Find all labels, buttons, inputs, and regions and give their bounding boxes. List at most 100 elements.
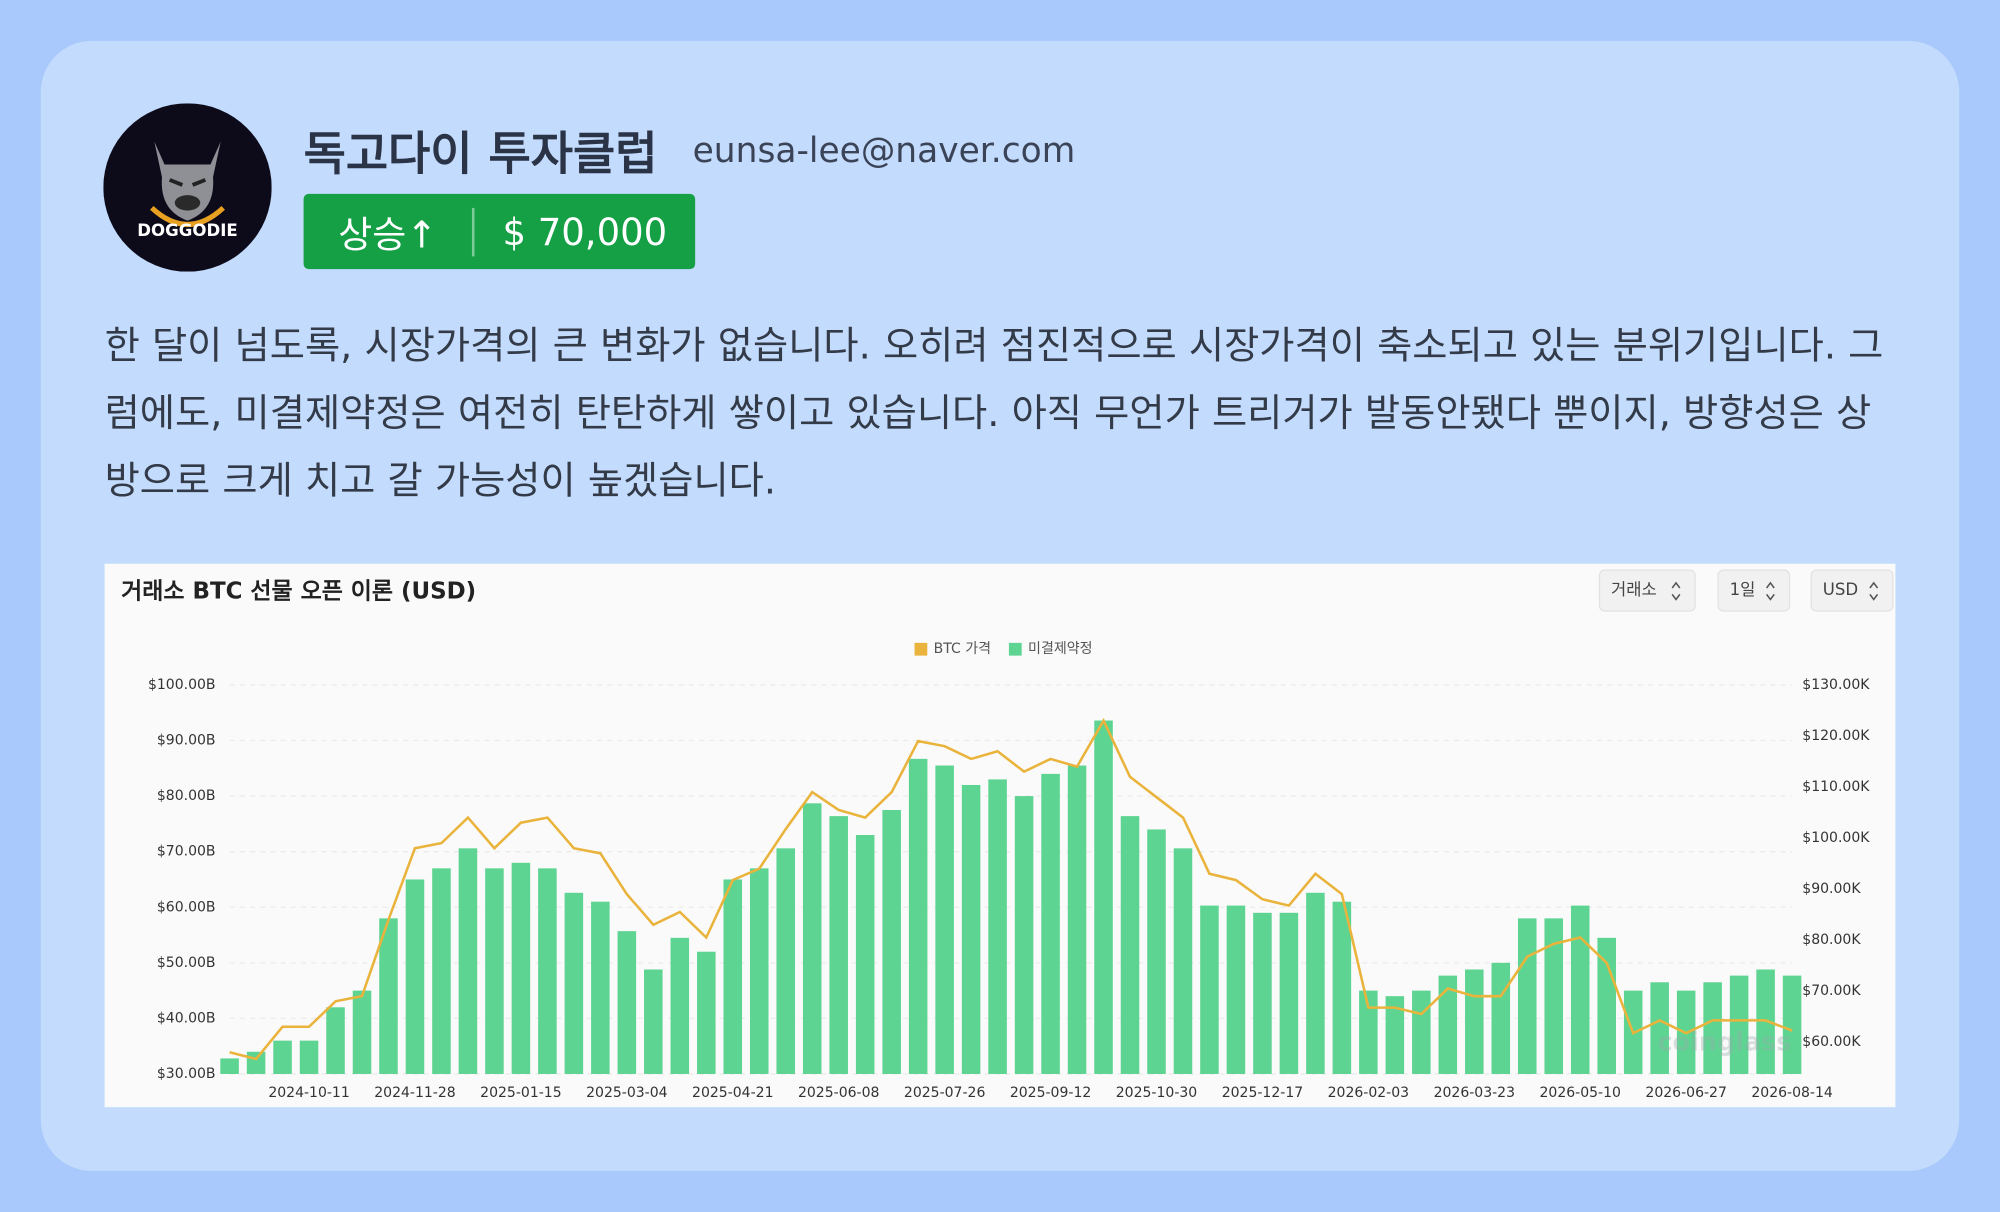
bar xyxy=(882,809,901,1074)
bar xyxy=(220,1058,239,1074)
y-tick-label: $50.00B xyxy=(157,955,216,971)
bar xyxy=(776,848,796,1074)
legend-swatch xyxy=(1008,642,1022,656)
bar xyxy=(1279,912,1299,1074)
bar xyxy=(1359,990,1378,1074)
x-tick-label: 2026-08-14 xyxy=(1751,1085,1833,1101)
x-tick-label: 2025-07-26 xyxy=(904,1085,986,1101)
y-tick-label: $30.00B xyxy=(157,1066,216,1082)
price-label: $ 70,000 xyxy=(502,209,668,254)
x-tick-label: 2026-05-10 xyxy=(1540,1085,1621,1101)
bar xyxy=(1703,982,1722,1074)
bar xyxy=(1438,975,1458,1074)
bar xyxy=(405,879,425,1074)
y-tick-label: $40.00B xyxy=(157,1010,216,1026)
bar xyxy=(326,1007,345,1074)
bar xyxy=(511,862,531,1074)
x-tick-label: 2024-10-11 xyxy=(268,1085,349,1101)
dropdown-label: USD xyxy=(1823,580,1858,599)
bar xyxy=(1782,975,1802,1074)
bar xyxy=(1147,829,1166,1074)
y2-tick-label: $100.00K xyxy=(1802,830,1870,846)
y-tick-label: $80.00B xyxy=(157,788,216,804)
bar xyxy=(723,879,743,1074)
bar xyxy=(564,892,584,1074)
bar xyxy=(432,868,451,1074)
legend-label: 미결제약정 xyxy=(1028,641,1092,657)
post-text: 한 달이 넘도록, 시장가격의 큰 변화가 없습니다. 오히려 점진적으로 시장… xyxy=(104,323,1884,504)
bar xyxy=(1253,912,1272,1074)
y2-tick-label: $60.00K xyxy=(1802,1034,1861,1050)
x-tick-label: 2025-06-08 xyxy=(798,1085,879,1101)
y2-tick-label: $90.00K xyxy=(1802,881,1861,897)
legend-swatch xyxy=(914,642,928,656)
bar xyxy=(1650,982,1669,1074)
bar xyxy=(379,918,398,1074)
bar xyxy=(1226,905,1246,1074)
bar xyxy=(670,937,690,1074)
dropdown[interactable] xyxy=(1598,569,1696,612)
y-tick-label: $70.00B xyxy=(157,844,216,860)
line xyxy=(229,717,1793,1061)
email: eunsa-lee@naver.com xyxy=(692,131,1076,171)
y2-tick-label: $120.00K xyxy=(1802,728,1870,744)
bar xyxy=(1120,816,1140,1074)
bar xyxy=(908,758,928,1074)
x-tick-label: 2025-10-30 xyxy=(1116,1085,1197,1101)
bar xyxy=(935,765,954,1074)
bar xyxy=(1544,918,1564,1074)
dropdown-label: 거래소 xyxy=(1611,580,1657,599)
x-tick-label: 2026-03-23 xyxy=(1434,1085,1515,1101)
bar xyxy=(697,951,716,1074)
legend-label: BTC 가격 xyxy=(934,641,991,657)
trend-label: 상승↑ xyxy=(338,212,438,256)
dropdown-chevron xyxy=(1765,581,1775,601)
avatar: DOGGODIE xyxy=(103,103,272,272)
x-tick-label: 2025-12-17 xyxy=(1222,1085,1303,1101)
bar xyxy=(1517,918,1537,1074)
x-tick-label: 2025-04-21 xyxy=(692,1085,773,1101)
bar xyxy=(1412,990,1431,1074)
bar xyxy=(538,868,557,1074)
logo-text: DOGGODIE xyxy=(137,221,237,240)
bar xyxy=(855,835,875,1074)
dropdown[interactable] xyxy=(1717,569,1791,612)
x-tick-label: 2026-06-27 xyxy=(1645,1085,1726,1101)
bar xyxy=(644,969,663,1074)
bar xyxy=(1306,892,1325,1074)
bar xyxy=(988,779,1007,1074)
dropdown[interactable] xyxy=(1810,569,1894,612)
trend-badge: 상승↑ $ 70,000 xyxy=(303,193,696,270)
y-tick-label: $90.00B xyxy=(157,733,216,749)
bar xyxy=(829,816,848,1074)
bar xyxy=(1465,969,1484,1074)
dropdown-label: 1일 xyxy=(1730,580,1756,599)
x-tick-label: 2024-11-28 xyxy=(374,1085,455,1101)
bar xyxy=(1041,773,1060,1074)
bar xyxy=(1332,901,1352,1074)
bar xyxy=(961,784,981,1074)
bar xyxy=(246,1051,266,1074)
y-tick-label: $60.00B xyxy=(157,899,216,915)
bar xyxy=(802,803,822,1074)
bar xyxy=(352,990,372,1074)
x-tick-label: 2025-03-04 xyxy=(586,1085,668,1101)
dropdown-chevron xyxy=(1671,581,1681,601)
bar xyxy=(458,848,478,1074)
bar xyxy=(617,931,637,1074)
bar xyxy=(1067,765,1087,1074)
separator xyxy=(471,207,475,256)
y2-tick-label: $80.00K xyxy=(1802,932,1861,948)
chart-title: 거래소 BTC 선물 오픈 이론 (USD) xyxy=(121,578,476,604)
y2-tick-label: $110.00K xyxy=(1802,779,1870,795)
bar xyxy=(485,868,504,1074)
bar xyxy=(1729,975,1749,1074)
x-tick-label: 2026-02-03 xyxy=(1328,1085,1409,1101)
bar xyxy=(1094,720,1113,1074)
y2-tick-label: $70.00K xyxy=(1802,983,1861,999)
bar xyxy=(299,1040,319,1074)
bar xyxy=(1491,962,1511,1074)
bar xyxy=(1570,905,1590,1074)
